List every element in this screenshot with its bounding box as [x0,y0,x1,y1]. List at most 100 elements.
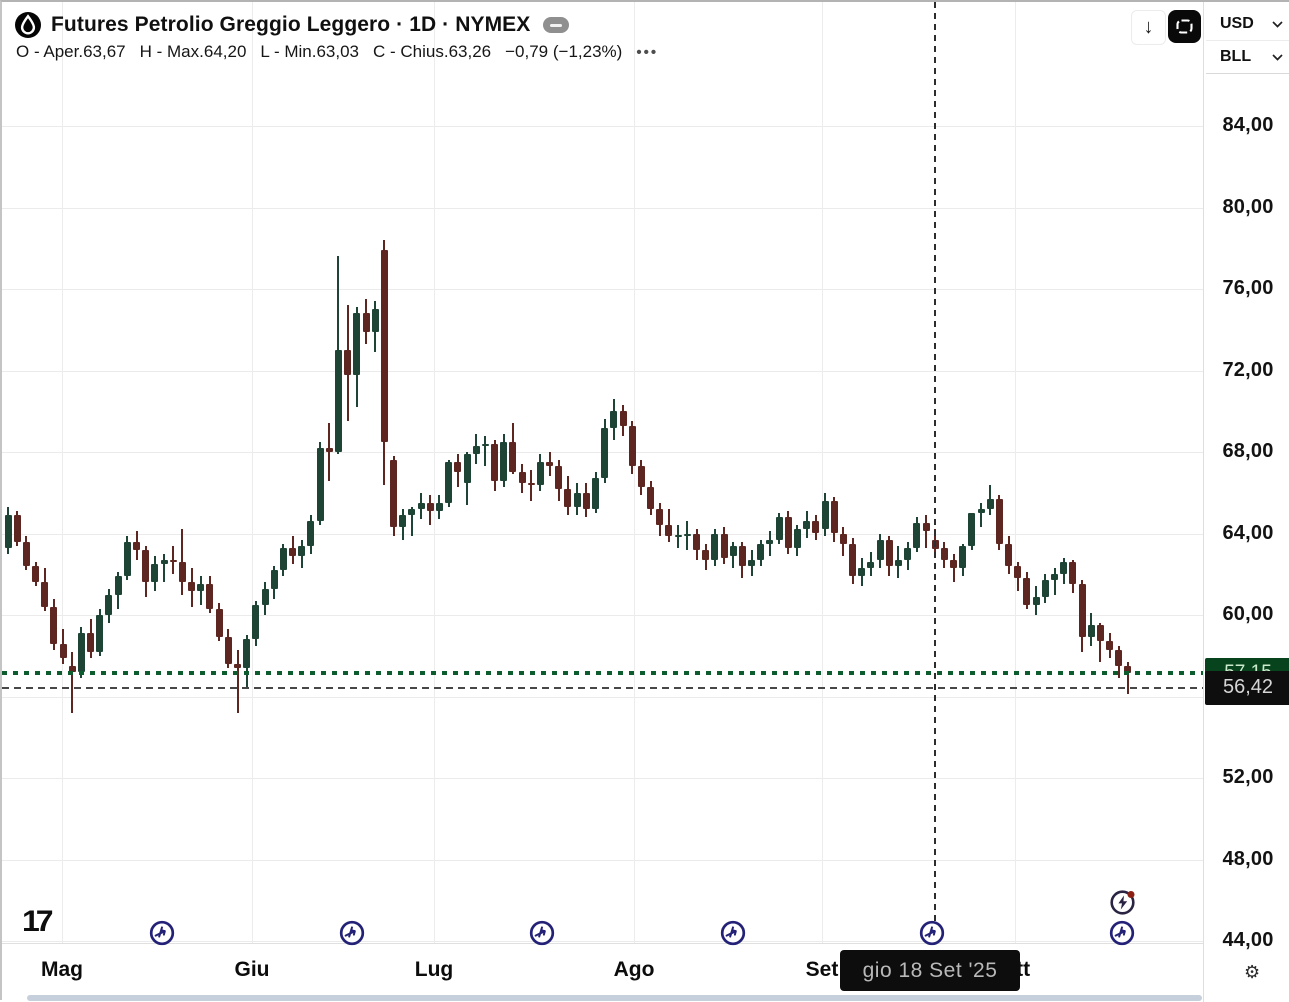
ohlc-low: L - Min.63,03 [260,42,359,61]
candle-body [169,559,177,563]
price-axis-label: 76,00 [1222,277,1274,299]
candle-body [87,633,95,652]
candle-body [582,492,590,510]
candle-body [527,482,535,486]
candle-body [334,350,342,452]
contract-rollover-icon[interactable] [338,919,366,947]
time-axis-separator [2,943,1203,944]
h-gridline [2,941,1203,942]
candle-body [711,533,719,560]
candle-body [637,466,645,487]
candle-body [793,529,801,548]
candle-body [32,566,40,583]
time-axis-month-label[interactable]: Lug [414,958,454,981]
h-gridline [2,289,1203,290]
contract-rollover-icon[interactable] [1108,919,1136,947]
h-gridline [2,533,1203,535]
candle-body [619,411,627,426]
symbol-title[interactable]: Futures Petrolio Greggio Leggero · 1D · … [51,13,531,36]
ohlc-close: C - Chius.63,26 [373,42,492,61]
candle-body [371,309,379,332]
candle-body [647,486,655,510]
h-gridline [2,859,1203,861]
candle-wick [484,435,487,467]
time-axis-month-label[interactable]: Giu [234,958,270,981]
candle-body [867,562,875,569]
arrow-down-icon: ↓ [1143,16,1154,38]
candle-body [445,462,453,503]
price-axis-label: 44,00 [1222,929,1274,951]
time-axis-month-label[interactable]: Ago [613,958,655,981]
candle-body [114,576,122,595]
candle-body [261,588,269,605]
candle-body [224,637,232,664]
candle-body [913,523,921,548]
candle-body [904,547,912,560]
crude-oil-symbol-icon [15,12,41,38]
horizontal-scrollbar[interactable] [27,995,1202,1001]
candle-body [481,443,489,447]
candle-body [408,509,416,516]
candle-body [986,498,994,510]
time-axis-month-label[interactable]: Set [805,958,839,981]
price-axis-label: 80,00 [1222,195,1274,218]
price-axis-label: 68,00 [1222,440,1274,462]
more-options-icon[interactable]: ••• [636,43,659,61]
candle-body [573,492,581,507]
download-button[interactable]: ↓ [1131,10,1166,45]
candle-body [885,539,893,567]
candle-body [555,466,563,489]
screenshot-button[interactable] [1168,10,1201,43]
candle-body [702,549,710,560]
candle-body [68,665,76,673]
candle-body [849,543,857,577]
contract-rollover-icon[interactable] [719,919,747,947]
alert-event-icon[interactable] [1109,888,1137,916]
settings-gear-icon[interactable]: ⚙ [1244,962,1261,982]
collapse-pill-button[interactable] [543,17,570,33]
candle-body [390,460,398,528]
candle-body [995,498,1003,544]
candle-body [316,447,324,522]
candle-body [894,559,902,567]
candle-body [325,447,333,452]
candle-body [968,513,976,546]
v-gridline [62,2,63,943]
candle-body [454,462,462,473]
candle-wick [410,507,413,536]
crosshair-date-tooltip: gio 18 Set '25 [840,950,1020,991]
time-axis-month-label[interactable]: Mag [41,958,83,981]
contract-rollover-icon[interactable] [918,919,946,947]
price-axis-label: 64,00 [1222,521,1274,544]
candle-body [977,509,985,514]
candle-body [252,604,260,640]
contract-rollover-icon[interactable] [528,919,556,947]
candle-body [96,615,104,652]
candle-body [876,539,884,560]
candle-body [1106,641,1114,650]
v-gridline [434,2,435,943]
candle-body [41,582,49,607]
price-axis[interactable]: 84,00 80,00 76,00 72,00 68,00 64,00 60,00 52,00… [1203,2,1289,1002]
candle-body [839,533,847,544]
candle-body [279,547,287,571]
contract-rollover-icon[interactable] [148,919,176,947]
symbol-header: Futures Petrolio Greggio Leggero · 1D · … [14,11,570,39]
v-gridline [634,2,635,943]
candle-body [950,559,958,569]
candle-body [821,500,829,530]
tradingview-logo[interactable]: 17 [22,904,54,938]
last-price-dotted-line [2,671,1203,676]
currency-dropdown[interactable]: USD [1206,8,1289,41]
unit-dropdown[interactable]: BLL [1206,41,1289,74]
minus-icon [550,23,563,27]
ohlc-high: H - Max.64,20 [139,42,247,61]
candle-body [13,515,21,542]
chart-plot-area[interactable] [2,2,1203,946]
price-axis-label: 48,00 [1222,847,1274,870]
candle-body [289,547,297,556]
candle-body [234,663,241,668]
price-axis-label: 84,00 [1222,114,1274,136]
candle-body [1041,580,1049,597]
candle-wick [980,502,983,528]
